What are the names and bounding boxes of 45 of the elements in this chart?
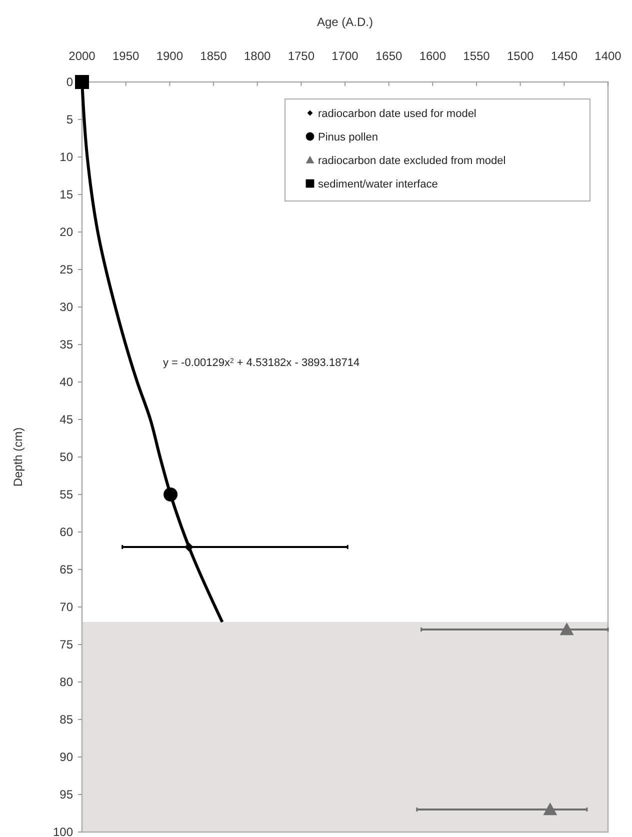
x-tick-label: 1850	[200, 49, 228, 63]
legend-label: Pinus pollen	[318, 131, 378, 144]
x-tick-label: 1500	[506, 49, 534, 63]
y-tick-label: 80	[60, 675, 74, 690]
point	[164, 488, 178, 502]
y-tick-label: 50	[60, 450, 74, 464]
y-tick-label: 95	[60, 788, 74, 802]
y-tick-label: 0	[66, 75, 74, 90]
y-tick-label: 65	[60, 562, 74, 577]
y-tick-label: 45	[60, 412, 74, 427]
legend-label: sediment/water interface	[318, 178, 438, 190]
y-tick-label: 90	[60, 750, 74, 764]
x-tick-label: 1900	[156, 49, 184, 63]
x-tick-label: 2000	[68, 49, 96, 63]
y-axis-title: Depth (cm)	[11, 427, 25, 487]
x-tick-label: 1750	[288, 49, 315, 63]
x-tick-label: 1550	[463, 49, 490, 63]
y-tick-label: 75	[60, 638, 74, 652]
y-tick-label: 85	[60, 712, 74, 727]
x-tick-label: 1450	[550, 49, 578, 63]
x-tick-label: 1800	[244, 49, 272, 63]
y-tick-label: 60	[60, 525, 74, 540]
x-tick-label: 1950	[112, 49, 140, 63]
x-tick-label: 1400	[594, 49, 622, 63]
x-tick-label: 1700	[332, 49, 359, 63]
point	[560, 622, 574, 636]
y-tick-label: 55	[60, 488, 74, 502]
x-tick-label: 1600	[419, 49, 446, 63]
y-tick-label: 25	[60, 262, 74, 277]
y-tick-label: 15	[60, 188, 74, 202]
y-tick-label: 5	[66, 112, 74, 127]
y-tick-label: 40	[60, 375, 74, 390]
annotation: y = -0.00129x$^{2}$ + 4.53182x - 3893.18714	[163, 357, 360, 369]
y-tick-label: 100	[52, 825, 74, 837]
legend-label: radiocarbon date used for model	[318, 108, 476, 120]
x-axis-title: Age (A.D.)	[316, 15, 374, 29]
y-tick-label: 20	[60, 225, 74, 240]
point	[543, 802, 558, 816]
legend-label: radiocarbon date excluded from model	[318, 154, 506, 167]
y-tick-label: 70	[60, 600, 74, 614]
x-tick-label: 1650	[375, 49, 403, 63]
y-tick-label: 10	[60, 150, 74, 164]
y-tick-label: 35	[60, 338, 74, 352]
y-tick-label: 30	[60, 300, 74, 314]
point	[75, 75, 89, 89]
